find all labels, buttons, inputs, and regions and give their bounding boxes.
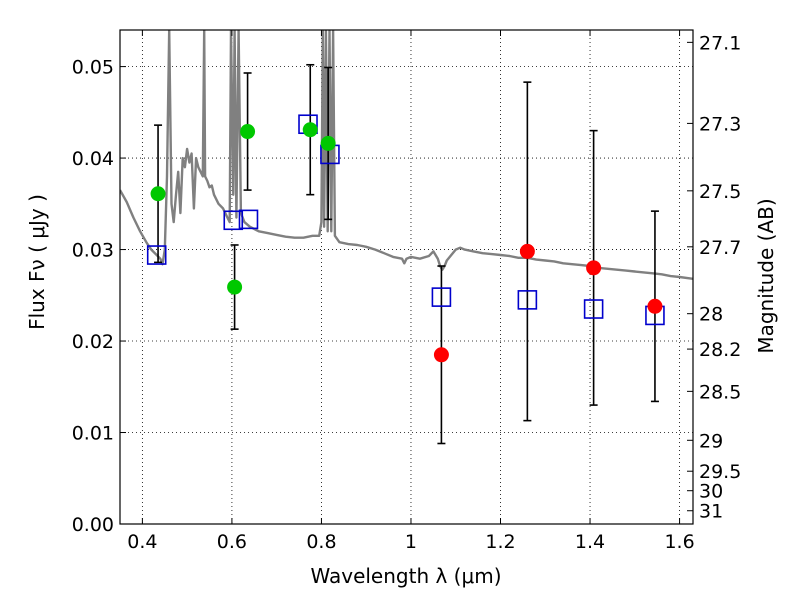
photometry-point [586, 260, 602, 276]
photometry-point [302, 122, 318, 138]
x-tick-label: 1 [405, 531, 417, 553]
y-axis-label: Flux Fν ( μJy ) [25, 194, 49, 330]
x-axis-label: Wavelength λ (μm) [310, 564, 501, 588]
plot-frame [119, 29, 694, 525]
y-tick-label: 0.01 [72, 423, 114, 445]
photometry-point [647, 298, 663, 314]
model-photometry-square [583, 299, 604, 319]
x-tick-label: 1.4 [575, 531, 605, 553]
y-tick-label: 0.05 [72, 57, 114, 79]
y-tick-labels: 0.00 0.01 0.02 0.03 0.04 0.05 [72, 57, 114, 536]
y2-tick-label: 28.2 [699, 339, 741, 361]
y-tick-label: 0.04 [72, 148, 114, 170]
model-photometry-square [431, 287, 452, 307]
photometry-point [519, 243, 535, 259]
x-tick-label: 0.8 [306, 531, 336, 553]
y-tick-label: 0.03 [72, 240, 114, 262]
axis-ticks [120, 30, 693, 525]
y2-tick-label: 27.7 [699, 237, 741, 259]
x-tick-label: 0.6 [217, 531, 247, 553]
y-tick-label: 0.02 [72, 331, 114, 353]
model-photometry-square [517, 290, 538, 310]
y2-tick-label: 29 [699, 430, 723, 452]
y2-tick-label: 28 [699, 304, 723, 326]
model-photometry-square [146, 245, 167, 265]
y2-tick-label: 27.5 [699, 181, 741, 203]
y2-tick-label: 28.5 [699, 381, 741, 403]
model-photometry-points [146, 114, 665, 326]
model-photometry-square [223, 210, 244, 231]
x-tick-labels: 0.4 0.6 0.8 1 1.2 1.4 1.6 [127, 531, 694, 553]
model-photometry-square [238, 209, 259, 230]
photometry-point [240, 124, 256, 140]
x-tick-label: 0.4 [127, 531, 157, 553]
y2-axis-label: Magnitude (AB) [754, 198, 778, 353]
y2-tick-label: 27.1 [699, 32, 741, 54]
y-tick-label: 0.00 [72, 514, 114, 536]
y2-tick-label: 30 [699, 481, 723, 503]
observed-photometry-points [150, 122, 663, 363]
photometry-point [320, 135, 336, 151]
x-tick-label: 1.2 [485, 531, 515, 553]
photometry-point [433, 347, 449, 363]
photometry-point [227, 279, 243, 295]
photometry-point [150, 186, 166, 202]
x-tick-label: 1.6 [664, 531, 694, 553]
y2-tick-label: 31 [699, 501, 723, 523]
y2-tick-label: 27.3 [699, 113, 741, 135]
y2-tick-label: 29.5 [699, 461, 741, 483]
